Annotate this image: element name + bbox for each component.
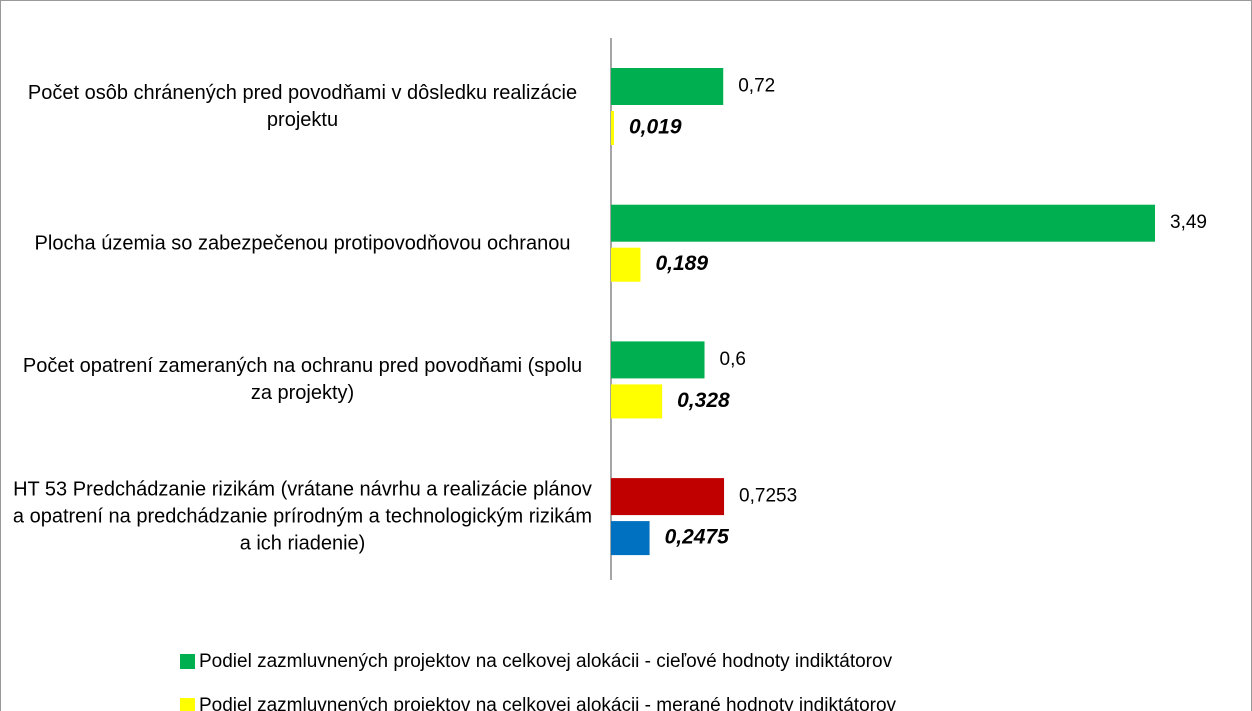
value-label: 3,49 <box>1170 212 1207 233</box>
bar <box>611 521 650 556</box>
legend-label: Podiel zazmluvnených projektov na celkov… <box>199 651 893 672</box>
legend-swatch <box>180 654 195 669</box>
category-label: Počet opatrení zameraných na ochranu pre… <box>22 355 583 405</box>
bar <box>611 478 725 516</box>
value-label: 0,328 <box>677 389 730 412</box>
category-label: HT 53 Predchádzanie rizikám (vrátane náv… <box>12 478 593 555</box>
legend-swatch <box>180 698 195 711</box>
category-label: Plocha územia so zabezpečenou protipovod… <box>34 232 571 255</box>
legend-label: Podiel zazmluvnených projektov na celkov… <box>199 695 897 711</box>
bar <box>611 68 724 105</box>
value-label: 0,72 <box>738 76 775 97</box>
bar <box>611 111 614 145</box>
bar <box>611 384 663 419</box>
value-label: 0,6 <box>720 349 746 370</box>
value-label: 0,189 <box>655 252 708 275</box>
value-label: 0,7253 <box>739 486 797 507</box>
category-label: Počet osôb chránených pred povodňami v d… <box>27 82 578 131</box>
bar <box>611 204 1155 242</box>
value-label: 0,019 <box>629 116 682 139</box>
bar <box>611 247 641 282</box>
value-label: 0,2475 <box>665 526 730 549</box>
bar <box>611 341 705 379</box>
